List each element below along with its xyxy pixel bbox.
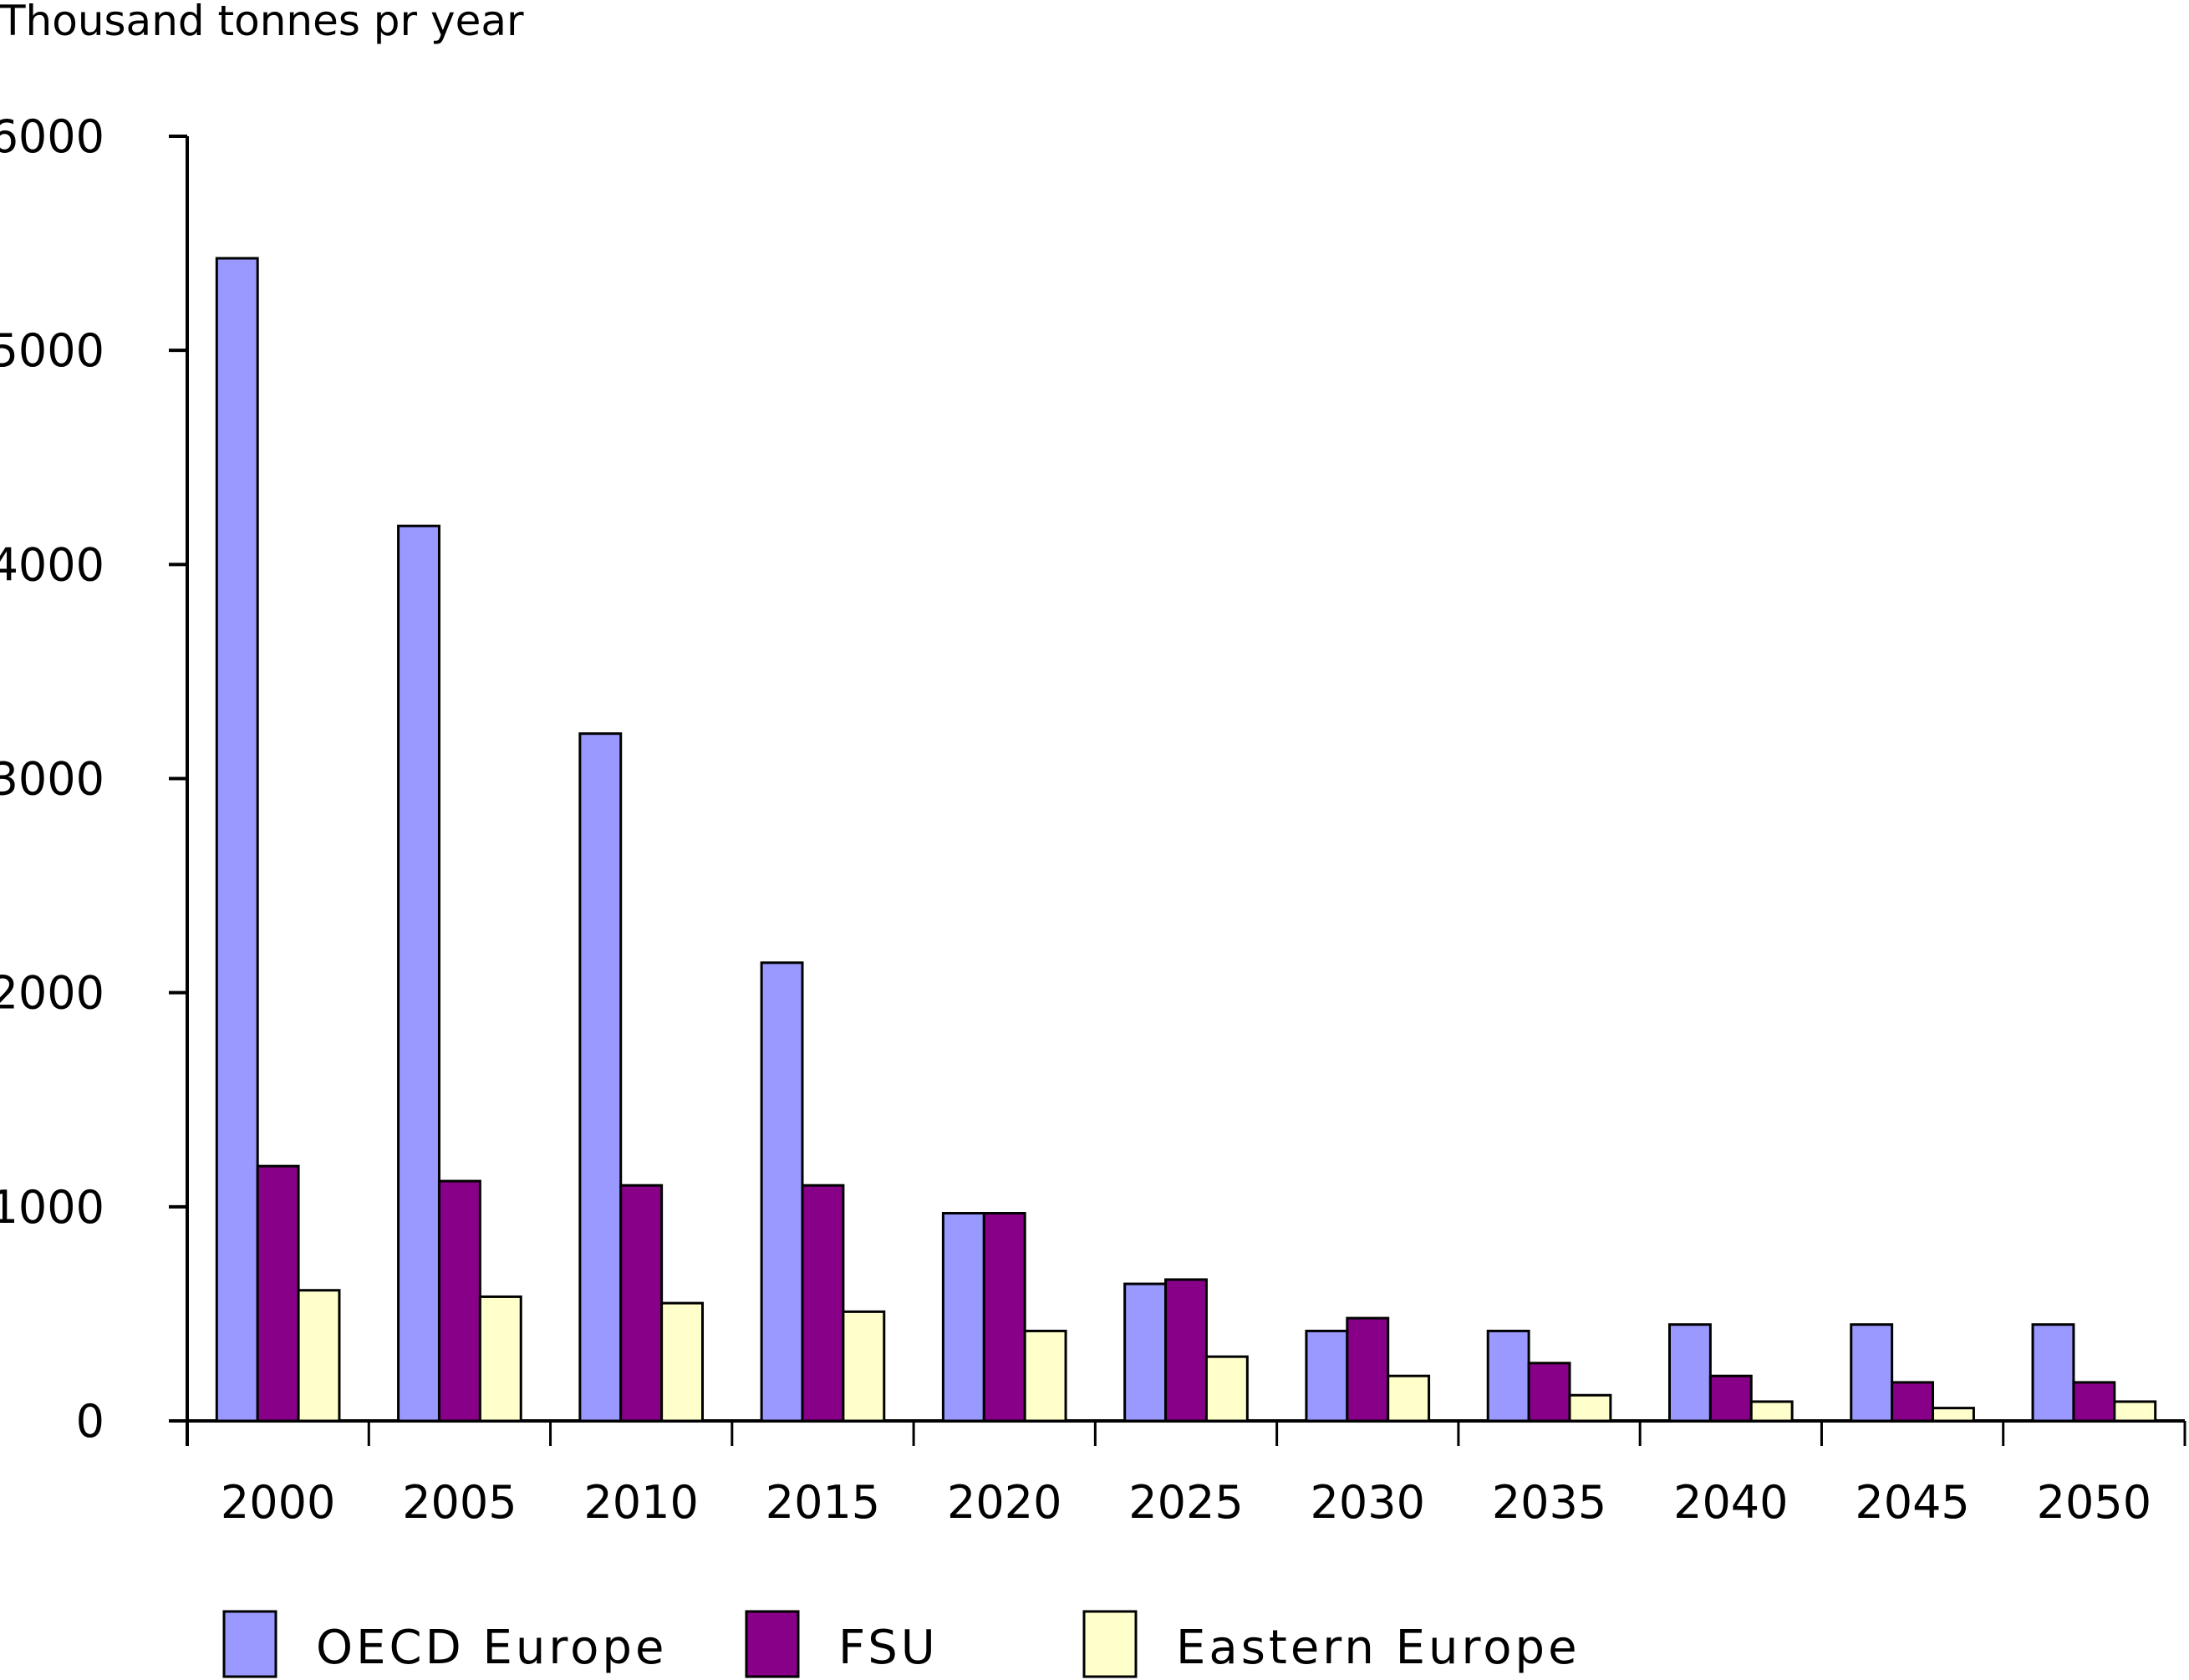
x-tick-label: 2000 [221, 1476, 335, 1529]
bar-eastern-europe [660, 1301, 705, 1423]
x-tick-label: 2030 [1311, 1476, 1425, 1529]
bar-fsu [1346, 1316, 1390, 1423]
bar-eastern-europe [297, 1289, 341, 1423]
bar-fsu [619, 1184, 664, 1423]
x-tick-label: 2035 [1492, 1476, 1606, 1529]
bar-fsu [982, 1212, 1026, 1423]
bar-fsu [1164, 1278, 1208, 1423]
bar-fsu [801, 1184, 845, 1423]
y-tick-label: 3000 [0, 753, 104, 806]
bar-fsu [2072, 1381, 2116, 1423]
y-tick-label: 1000 [0, 1181, 104, 1234]
bar-eastern-europe [1568, 1393, 1612, 1423]
bar-fsu [1527, 1362, 1571, 1423]
bar-fsu [1891, 1381, 1935, 1423]
bar-fsu [1708, 1374, 1753, 1423]
y-tick-label: 2000 [0, 967, 104, 1020]
bar-eastern-europe [842, 1310, 886, 1423]
bar-oecd-europe [215, 257, 259, 1423]
y-tick-label: 5000 [0, 324, 104, 377]
bar-eastern-europe [478, 1295, 522, 1423]
y-tick-label: 4000 [0, 538, 104, 591]
x-tick-label: 2025 [1128, 1476, 1243, 1529]
legend-swatch [745, 1610, 800, 1678]
bar-oecd-europe [397, 524, 440, 1423]
bar-oecd-europe [941, 1212, 985, 1423]
x-tick-label: 2040 [1673, 1476, 1788, 1529]
bar-oecd-europe [760, 961, 804, 1423]
bar-oecd-europe [1123, 1282, 1168, 1423]
bar-oecd-europe [2031, 1323, 2075, 1423]
legend-swatch [1082, 1610, 1138, 1678]
bar-eastern-europe [1387, 1374, 1431, 1423]
y-axis-title: Thousand tonnes pr year [0, 0, 524, 45]
legend-swatch [222, 1610, 277, 1678]
bar-eastern-europe [1023, 1329, 1067, 1423]
x-tick-label: 2010 [583, 1476, 698, 1529]
bar-fsu [437, 1179, 481, 1423]
legend-label: Eastern Europe [1176, 1621, 1581, 1675]
bar-oecd-europe [1486, 1329, 1530, 1423]
x-tick-label: 2050 [2037, 1476, 2151, 1529]
y-tick-label: 6000 [0, 110, 104, 163]
bar-eastern-europe [1932, 1407, 1975, 1423]
legend-label: OECD Europe [316, 1621, 667, 1675]
legend-label: FSU [838, 1621, 939, 1675]
bar-fsu [256, 1164, 300, 1423]
bar-oecd-europe [1850, 1323, 1894, 1423]
bar-oecd-europe [1305, 1329, 1349, 1423]
x-tick-label: 2045 [1855, 1476, 1969, 1529]
bar-oecd-europe [1667, 1323, 1712, 1423]
x-tick-label: 2005 [402, 1476, 517, 1529]
plot-area: 0 1000 2000 3000 4000 5000 6000 2000 2005 2010 201… [0, 110, 2186, 1529]
bar-eastern-europe [2113, 1400, 2157, 1423]
x-tick-label: 2015 [766, 1476, 880, 1529]
bar-eastern-europe [1749, 1400, 1794, 1423]
y-tick-label: 0 [76, 1395, 104, 1448]
bar-eastern-europe [1204, 1355, 1249, 1423]
legend: OECD Europe FSU Eastern Europe [222, 1610, 1581, 1678]
bar-oecd-europe [578, 732, 623, 1423]
x-tick-label: 2020 [947, 1476, 1061, 1529]
